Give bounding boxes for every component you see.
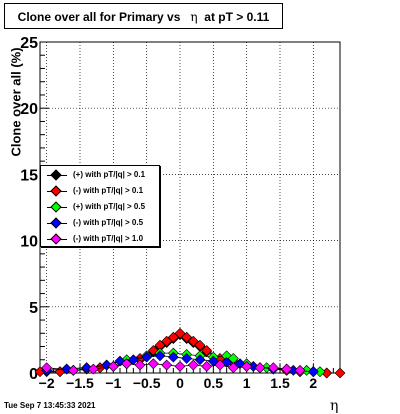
series-4-point-8: [174, 360, 186, 372]
series-4-point-0: [41, 362, 53, 374]
x-tick-label-1: −1.5: [66, 375, 94, 391]
legend-entry-2: (+) with pT/|q| > 0.5: [41, 200, 159, 216]
series-4-point-6: [147, 358, 159, 370]
series-3-point-9: [181, 353, 193, 364]
series-4-point-9: [187, 359, 199, 371]
timestamp: Tue Sep 7 13:45:33 2021: [4, 401, 96, 410]
series-1-point-11: [167, 331, 179, 343]
legend-entry-1: (-) with pT/|q| > 0.1: [41, 184, 159, 200]
x-tick-label-2: −1: [105, 375, 121, 391]
series-1-point-12: [174, 327, 186, 339]
series-3-point-6: [141, 351, 153, 363]
series-3-point-7: [154, 350, 166, 362]
series-4-point-12: [227, 362, 239, 374]
series-4-point-16: [281, 363, 293, 375]
x-tick-label-3: −0.5: [133, 375, 161, 391]
series-4-point-11: [214, 359, 226, 371]
series-1-point-26: [334, 367, 346, 379]
y-tick-label-2: 10: [20, 234, 38, 251]
x-tick-label-4: 0: [176, 375, 184, 391]
legend-label: (+) with pT/|q| > 0.5: [73, 202, 146, 211]
legend-marker: [50, 217, 62, 229]
legend-label: (-) with pT/|q| > 0.1: [73, 186, 144, 195]
y-tick-label-3: 15: [20, 167, 38, 184]
x-axis-label: η: [330, 398, 339, 414]
legend: (+) with pT/|q| > 0.1 (-) with pT/|q| > 0…: [40, 165, 160, 247]
series-4-point-1: [67, 364, 79, 376]
legend-marker: [50, 201, 62, 213]
legend-marker: [50, 169, 62, 181]
title-prefix: Clone over all for Primary vs: [17, 10, 181, 24]
y-tick-label-5: 25: [20, 35, 38, 52]
series-1-point-14: [187, 335, 199, 347]
series-1-point-10: [161, 335, 173, 347]
series-1-point-15: [194, 339, 206, 351]
series-4-point-13: [241, 360, 253, 372]
legend-label: (+) with pT/|q| > 0.1: [73, 170, 146, 179]
legend-label: (-) with pT/|q| > 1.0: [73, 234, 144, 243]
legend-entry-4: (-) with pT/|q| > 1.0: [41, 232, 159, 248]
x-tick-label-0: −2: [39, 375, 55, 391]
series-4-point-4: [121, 358, 133, 370]
y-tick-label-0: 0: [29, 366, 38, 383]
x-tick-label-6: 1: [243, 375, 251, 391]
y-tick-label-4: 20: [20, 101, 38, 118]
title-suffix: at pT > 0.11: [204, 10, 270, 24]
series-1-point-13: [181, 331, 193, 343]
series-4-point-5: [134, 359, 146, 371]
title-box: Clone over all for Primary vs η at pT > …: [4, 3, 283, 29]
x-tick-label-8: 2: [309, 375, 317, 391]
legend-marker: [50, 185, 62, 197]
series-4-point-3: [107, 360, 119, 372]
series-4-point-17: [294, 364, 306, 376]
legend-entry-0: (+) with pT/|q| > 0.1: [41, 168, 159, 184]
series-4-point-10: [201, 360, 213, 372]
y-tick-label-1: 5: [29, 300, 38, 317]
series-1-point-16: [201, 345, 213, 356]
series-3-point-10: [194, 354, 206, 366]
series-4-point-7: [161, 359, 173, 371]
series-layer: [34, 327, 346, 379]
x-tick-label-5: 0.5: [204, 375, 224, 391]
series-4-point-2: [87, 363, 99, 375]
series-3-point-8: [167, 351, 179, 363]
legend-entry-3: (-) with pT/|q| > 0.5: [41, 216, 159, 232]
series-4-point-14: [254, 362, 266, 374]
x-tick-label-7: 1.5: [270, 375, 290, 391]
legend-label: (-) with pT/|q| > 0.5: [73, 218, 144, 227]
title-eta: η: [190, 10, 198, 24]
legend-marker: [50, 233, 62, 245]
series-3-point-17: [307, 366, 319, 378]
series-4-point-15: [267, 362, 279, 374]
y-axis-label: Clone over all (%): [8, 47, 24, 157]
